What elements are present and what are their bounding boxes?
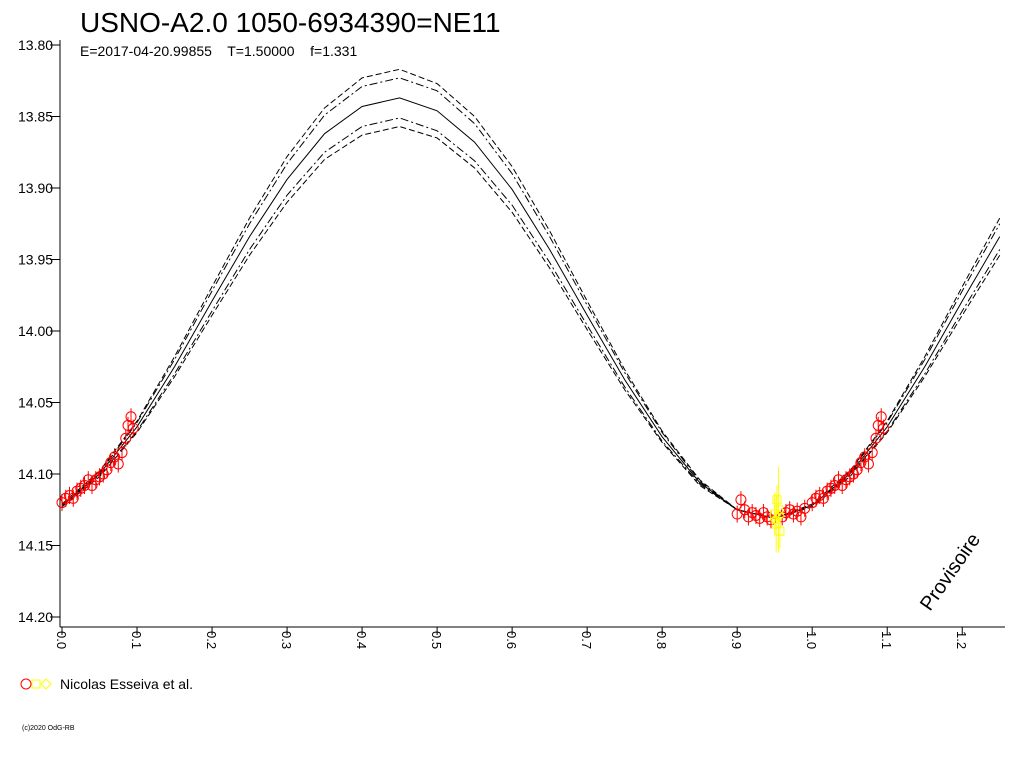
x-tick-label: 0.3 [279,631,294,649]
x-tick-label: 0.5 [429,631,444,649]
x-tick-label: 0.8 [654,631,669,649]
observation-point [836,479,848,491]
y-tick-label: 13.95 [18,252,53,268]
x-tick-label: 0.6 [504,631,519,649]
annotation: Provisoire [916,529,985,614]
observation-point [71,485,83,497]
observation-point [60,492,72,504]
legend-label: Nicolas Esseiva et al. [60,676,193,692]
observation-point [775,526,785,536]
observation-point [817,492,829,504]
legend-symbol [20,678,32,690]
observation-point [875,411,887,423]
y-tick-label: 14.15 [18,538,53,554]
observation-point [757,507,769,519]
observation-point [125,411,137,423]
x-tick-label: 0.0 [54,631,69,649]
x-tick-label: 1.2 [954,631,969,649]
observation-point [866,447,878,459]
observation-point [754,512,766,524]
x-tick-label: 0.1 [129,631,144,649]
legend-symbol [31,679,41,689]
observation-point [825,482,837,494]
observation-point [791,505,803,517]
x-tick-label: 1.1 [879,631,894,649]
observation-point [75,482,87,494]
observation-point [742,511,754,523]
model-curve [61,77,1001,519]
observation-point [840,474,852,486]
observation-point [120,432,132,444]
observation-point [773,509,785,522]
observation-point [773,505,783,515]
observation-point [787,508,799,520]
observation-point [772,495,782,505]
x-tick-label: 0.4 [354,631,369,649]
footer: (c)2020 OdG-RB [22,725,75,732]
observation-point [832,474,844,486]
y-tick-label: 14.05 [18,395,53,411]
observation-point [735,494,747,506]
model-curve [61,125,1001,519]
x-tick-label: 0.7 [579,631,594,649]
observation-point [784,504,796,516]
chart-subtitle: E=2017-04-20.99855 T=1.50000 f=1.331 [80,43,357,59]
observation-point [112,458,124,470]
x-tick-label: 0.2 [204,631,219,649]
observation-point [116,447,128,459]
legend-symbol [40,678,52,690]
observation-point [847,468,859,480]
model-curve [61,68,1001,519]
observation-point [82,474,94,486]
observation-point [855,457,867,469]
y-tick-label: 13.85 [18,109,53,125]
observation-point [844,471,856,483]
observation-point [94,471,106,483]
y-tick-label: 14.10 [18,466,53,482]
observation-point [56,497,68,509]
observation-point [79,479,91,491]
observation-point [67,492,79,504]
observation-point [806,497,818,509]
observation-point [101,464,113,476]
observation-point [851,464,863,476]
x-tick-label: 0.9 [729,631,744,649]
observation-point [739,504,751,516]
x-tick-label: 1.0 [804,631,819,649]
y-tick-label: 14.00 [18,323,53,339]
observation-point [862,458,874,470]
observation-point [761,511,773,523]
observation-point [821,485,833,497]
y-tick-label: 13.90 [18,180,53,196]
observation-point [870,432,882,444]
observation-point [877,422,889,434]
y-tick-label: 13.80 [18,37,53,53]
observation-point [90,474,102,486]
observation-point [105,457,117,469]
observation-point [86,479,98,491]
observation-point [769,514,782,526]
observation-point [127,422,139,434]
observation-point [750,509,762,521]
observation-point [97,468,109,480]
y-tick-label: 14.20 [18,609,53,625]
observation-point [810,492,822,504]
observation-point [799,502,811,514]
chart-title: USNO-A2.0 1050-6934390=NE11 [80,7,501,38]
observation-point [746,507,758,519]
observation-point [829,479,841,491]
